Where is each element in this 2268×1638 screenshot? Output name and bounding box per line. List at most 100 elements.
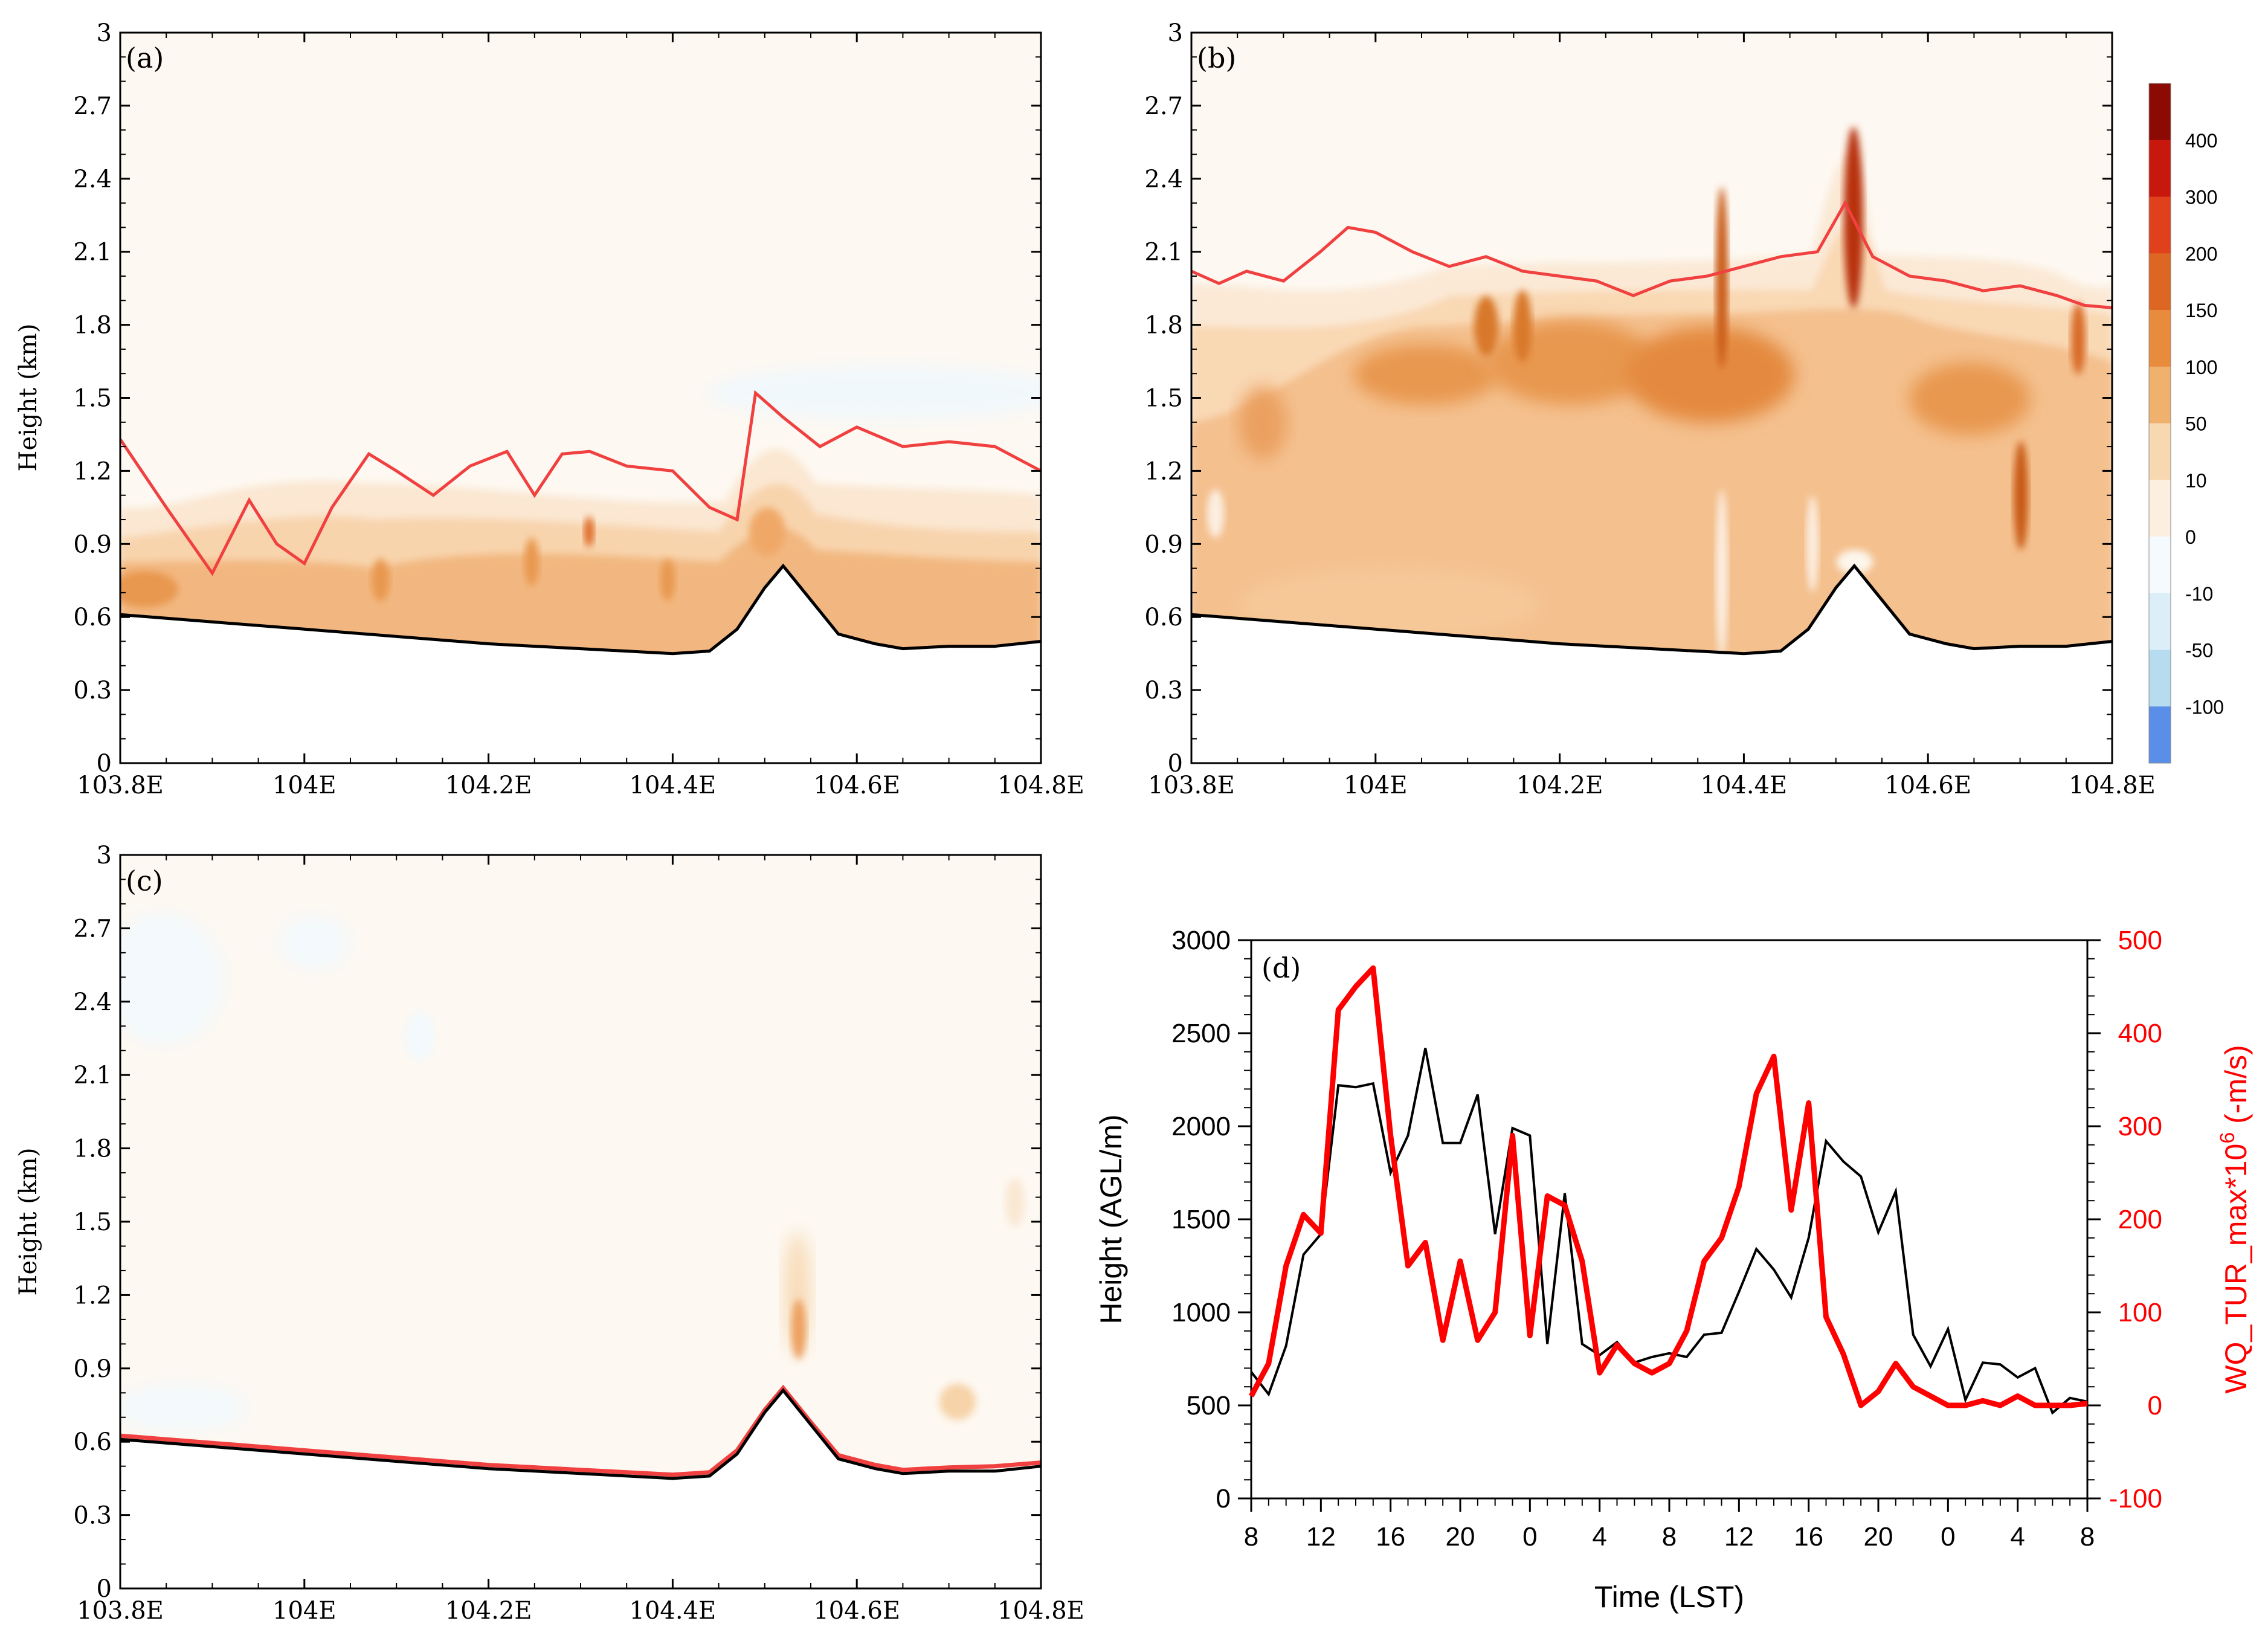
panel-c-xtick-label: 103.8E <box>77 1597 164 1625</box>
panel-a-core-4 <box>584 517 594 547</box>
panel-c-ylabel: Height (km) <box>14 1148 42 1296</box>
panel-a-terrain-mask <box>120 566 1041 763</box>
panel-d-ytick-right-label: 200 <box>2118 1205 2162 1234</box>
panel-b-core-10 <box>1474 296 1498 356</box>
panel-a-negative-patch <box>707 366 1041 420</box>
colorbar-label: 50 <box>2185 413 2207 435</box>
panel-b-ytick-label: 1.5 <box>1144 385 1183 413</box>
panel-b-shading <box>1191 127 2112 763</box>
colorbar-segment <box>2149 83 2171 141</box>
colorbar-segment <box>2149 650 2171 707</box>
panel-a-ytick-label: 0.3 <box>73 677 112 705</box>
panel-d-xtick-label: 0 <box>1522 1522 1537 1552</box>
panel-d-label: (d) <box>1261 952 1301 984</box>
panel-a-ytick-label: 0.9 <box>73 530 112 558</box>
colorbar-label: 10 <box>2185 469 2207 491</box>
panel-c: 0 0.3 0.6 0.9 1.2 1.5 1.8 2.1 2.4 2.7 3 103.8E 104E 1… <box>14 842 1084 1625</box>
colorbar-segment <box>2149 537 2171 594</box>
panel-c-terrain-mask <box>120 1390 1041 1588</box>
panel-d-xtick-label: 16 <box>1794 1522 1823 1552</box>
panel-b-core-5 <box>1239 387 1287 459</box>
panel-b-ytick-label: 0.9 <box>1144 530 1183 558</box>
panel-c-shading <box>120 912 1041 1588</box>
colorbar-segment <box>2149 310 2171 367</box>
panel-a-core-3 <box>524 538 539 586</box>
colorbar-segment <box>2149 480 2171 537</box>
panel-c-ytick-label: 2.7 <box>73 915 112 943</box>
panel-a-ytick-label: 0 <box>97 750 112 778</box>
panel-b-label: (b) <box>1197 42 1236 74</box>
panel-c-ytick-label: 3 <box>97 842 112 869</box>
panel-b-terrain-line <box>1191 563 2113 656</box>
panel-a-ytick-label: 0.6 <box>73 604 112 631</box>
panel-c-ytick-label: 0.6 <box>73 1428 112 1456</box>
colorbar-segment <box>2149 423 2171 480</box>
panel-d-ytick-label: 0 <box>1216 1484 1231 1514</box>
colorbar-label: 300 <box>2185 187 2217 208</box>
panel-d-ticks: 8 12 16 20 0 4 8 12 16 20 0 4 8050010001500200025003… <box>1171 926 2162 1552</box>
colorbar-label: -100 <box>2185 696 2224 718</box>
panel-a-ytick-label: 2.7 <box>73 92 112 120</box>
panel-b-xtick-label: 104.6E <box>1884 772 1971 799</box>
panel-b-core-6 <box>1716 187 1728 369</box>
panel-b-light-patch <box>1837 550 1873 574</box>
panel-b-ytick-label: 3 <box>1168 19 1183 47</box>
panel-b-ytick-label: 2.4 <box>1144 166 1183 193</box>
panel-a-core-1 <box>120 571 178 607</box>
panel-d-xtick-label: 8 <box>2080 1522 2095 1552</box>
panel-b-xtick-label: 103.8E <box>1148 772 1235 799</box>
panel-b: 0 0.3 0.6 0.9 1.2 1.5 1.8 2.1 2.4 2.7 3 103.8E 104E 1… <box>1144 19 2155 799</box>
panel-d-ylabel-right-exp: 6 <box>2216 1132 2239 1144</box>
panel-b-ytick-label: 2.7 <box>1144 92 1183 120</box>
panel-b-terrain-mask <box>1191 566 2112 763</box>
colorbar-label: 100 <box>2185 356 2217 378</box>
panel-c-negative-3 <box>405 1012 435 1060</box>
panel-d-ytick-right-label: -100 <box>2109 1484 2162 1514</box>
colorbar-segment <box>2149 196 2171 254</box>
panel-d-ylabel-right: WQ_TUR_max*106 (-m/s) <box>2216 1045 2253 1393</box>
colorbar-label: 400 <box>2185 130 2217 152</box>
panel-a-shading <box>120 366 1041 763</box>
panel-d-ytick-label: 1500 <box>1171 1205 1231 1234</box>
panel-c-pbl-line <box>120 1384 1042 1477</box>
panel-b-ytick-label: 1.2 <box>1144 457 1183 485</box>
panel-a-ytick-label: 2.4 <box>73 166 112 193</box>
panel-a-pbl-line <box>118 390 1042 576</box>
panel-b-xtick-label: 104.2E <box>1516 772 1603 799</box>
panel-d-xtick-label: 20 <box>1446 1522 1475 1552</box>
panel-b-core-9 <box>2071 302 2086 375</box>
panel-b-ytick-label: 0.6 <box>1144 604 1183 631</box>
panel-b-pbl-line <box>1190 199 2113 309</box>
panel-d-xtick-label: 16 <box>1376 1522 1405 1552</box>
panel-b-light-streak-1 <box>1716 489 1728 659</box>
panel-c-ytick-label: 0 <box>97 1575 112 1603</box>
panel-c-patch-2 <box>1005 1178 1025 1227</box>
panel-b-low-1 <box>1239 568 1541 640</box>
panel-b-ticks: 0 0.3 0.6 0.9 1.2 1.5 1.8 2.1 2.4 2.7 3 103.8E 104E 1… <box>1144 19 2155 799</box>
panel-d-xtick-label: 12 <box>1724 1522 1754 1552</box>
panel-c-ticks: 0 0.3 0.6 0.9 1.2 1.5 1.8 2.1 2.4 2.7 3 103.8E 104E 1… <box>73 842 1084 1625</box>
panel-d-ytick-label: 3000 <box>1171 926 1231 955</box>
panel-a-ytick-label: 1.2 <box>73 457 112 485</box>
panel-d-wq-series <box>1249 965 2088 1408</box>
panel-a-ytick-label: 3 <box>97 19 112 47</box>
panel-b-core-11 <box>1513 290 1532 363</box>
panel-d: 8 12 16 20 0 4 8 12 16 20 0 4 8050010001500200025003… <box>1094 926 2253 1614</box>
panel-d-ytick-label: 1000 <box>1171 1298 1231 1327</box>
panel-a-ytick-label: 1.5 <box>73 385 112 413</box>
panel-a-xtick-label: 104.2E <box>445 772 532 799</box>
panel-d-xtick-label: 8 <box>1662 1522 1677 1552</box>
panel-b-ytick-label: 0 <box>1168 750 1183 778</box>
panel-b-core-4 <box>1909 363 2030 435</box>
panel-d-xtick-label: 4 <box>1592 1522 1606 1552</box>
panel-b-ytick-label: 2.1 <box>1144 239 1183 266</box>
colorbar-label: -10 <box>2185 583 2213 605</box>
panel-b-xtick-label: 104.8E <box>2069 772 2156 799</box>
panel-d-xtick-label: 8 <box>1244 1522 1258 1552</box>
panel-b-ytick-label: 1.8 <box>1144 312 1183 340</box>
colorbar-segment <box>2149 706 2171 764</box>
panel-c-patch-1 <box>939 1384 976 1420</box>
panel-b-ytick-label: 0.3 <box>1144 677 1183 705</box>
panel-c-negative-1 <box>120 912 224 1045</box>
